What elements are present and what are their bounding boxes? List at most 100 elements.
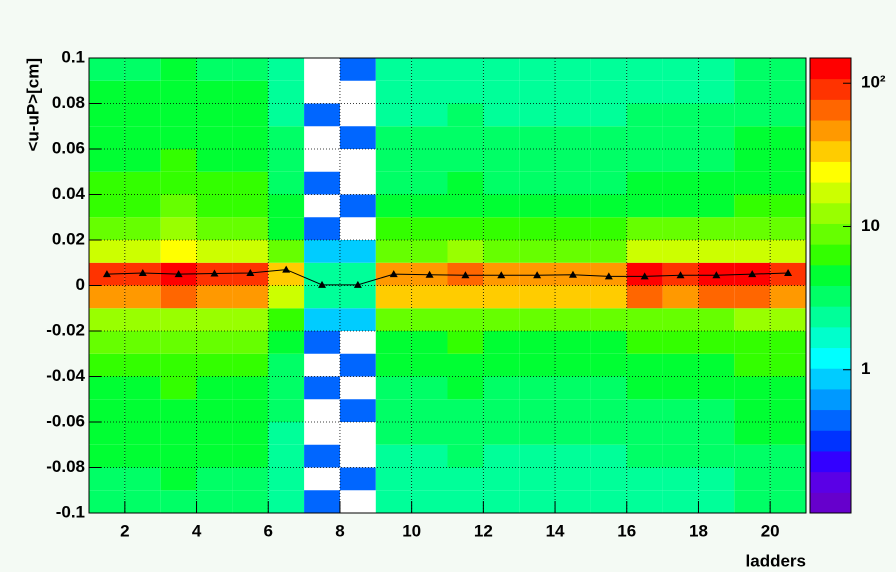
heatmap-cell [626, 353, 663, 377]
color-bar-step [810, 409, 851, 431]
heatmap-cell [124, 422, 161, 445]
color-bar-step [810, 244, 851, 266]
heatmap-cell [160, 490, 197, 513]
heatmap-cell [124, 58, 161, 81]
heatmap-cell [268, 58, 305, 81]
heatmap-cell [770, 444, 806, 468]
heatmap-cell [411, 399, 448, 422]
heatmap-cell [734, 80, 771, 104]
heatmap-cell [734, 308, 771, 331]
heatmap-cell [232, 217, 269, 240]
heatmap-cell [196, 285, 233, 309]
heatmap-cell [304, 444, 340, 468]
heatmap-cell [555, 308, 591, 331]
heatmap-cell [447, 58, 484, 81]
heatmap-cell [555, 490, 591, 513]
heatmap-cell [770, 58, 806, 81]
heatmap-cell [124, 490, 161, 513]
heatmap-cell [698, 331, 735, 354]
heatmap-cell [411, 467, 448, 491]
heatmap-cell [734, 376, 771, 400]
profile-marker [497, 271, 506, 279]
heatmap-cell [483, 149, 520, 172]
y-tick-label: 0.02 [52, 229, 85, 248]
heatmap-cell [519, 217, 556, 240]
heatmap-cell [160, 353, 197, 377]
y-tick-label: -0.06 [46, 411, 85, 430]
heatmap-cell [519, 422, 556, 445]
profile-line [106, 269, 789, 286]
heatmap-cell [375, 467, 412, 491]
heatmap-cell [411, 331, 448, 354]
heatmap-cell [196, 171, 233, 195]
heatmap-cell [519, 353, 556, 377]
heatmap-cell [483, 490, 520, 513]
x-tick-label: 20 [761, 521, 780, 540]
heatmap-cell [447, 240, 484, 263]
heatmap-cell [411, 171, 448, 195]
heatmap-cell [555, 58, 591, 81]
heatmap-cell [662, 149, 699, 172]
x-tick-label: 6 [264, 521, 273, 540]
heatmap-cell [662, 240, 699, 263]
heatmap-cell [483, 194, 520, 218]
heatmap-cell [555, 399, 591, 422]
heatmap-cell [89, 331, 125, 354]
heatmap-cell [268, 217, 305, 240]
heatmap-cell [662, 126, 699, 149]
heatmap-cell [698, 80, 735, 104]
y-axis-label: <u-uP>[cm] [23, 58, 42, 152]
heatmap-cell [698, 171, 735, 195]
color-bar-step [810, 388, 851, 411]
heatmap-cell [196, 308, 233, 331]
heatmap-cell [411, 490, 448, 513]
heatmap-cell [339, 240, 376, 263]
y-tick-label: 0 [76, 275, 85, 294]
heatmap-cell [626, 444, 663, 468]
heatmap-cell [770, 240, 806, 263]
heatmap-cell [590, 80, 627, 104]
heatmap-cell [519, 171, 556, 195]
heatmap-cell [268, 376, 305, 400]
heatmap-cell [698, 422, 735, 445]
heatmap-cell [483, 80, 520, 104]
heatmap-cell [89, 308, 125, 331]
y-tick-label: -0.04 [46, 366, 85, 385]
heatmap-cell [304, 240, 340, 263]
heatmap-cell [232, 240, 269, 263]
y-tick-label: 0.08 [52, 93, 85, 112]
heatmap-cell [411, 422, 448, 445]
heatmap-cell [447, 444, 484, 468]
heatmap-cell [89, 467, 125, 491]
heatmap-cell [339, 353, 376, 377]
heatmap-cell [124, 240, 161, 263]
heatmap-cell [519, 240, 556, 263]
heatmap-cell [268, 353, 305, 377]
heatmap-cell [770, 399, 806, 422]
heatmap-cell [375, 308, 412, 331]
heatmap-cell [626, 467, 663, 491]
heatmap-cell [304, 490, 340, 513]
heatmap-cell [196, 80, 233, 104]
profile-marker [318, 280, 327, 288]
heatmap-cell [196, 103, 233, 127]
heatmap-cell [232, 308, 269, 331]
heatmap-cell [304, 308, 340, 331]
heatmap-cell [519, 376, 556, 400]
heatmap-cell [411, 240, 448, 263]
heatmap-cell [483, 422, 520, 445]
heatmap-cell [555, 331, 591, 354]
heatmap-cell [447, 422, 484, 445]
heatmap-cell [232, 194, 269, 218]
profile-marker [282, 265, 291, 273]
heatmap-cell [590, 285, 627, 309]
heatmap-cell [555, 285, 591, 309]
heatmap-cell [232, 353, 269, 377]
heatmap-cell [89, 194, 125, 218]
heatmap-cell [160, 376, 197, 400]
heatmap-cell [662, 353, 699, 377]
profile-marker [784, 268, 793, 276]
heatmap-cell [662, 444, 699, 468]
heatmap-cell [232, 103, 269, 127]
heatmap-cell [626, 422, 663, 445]
